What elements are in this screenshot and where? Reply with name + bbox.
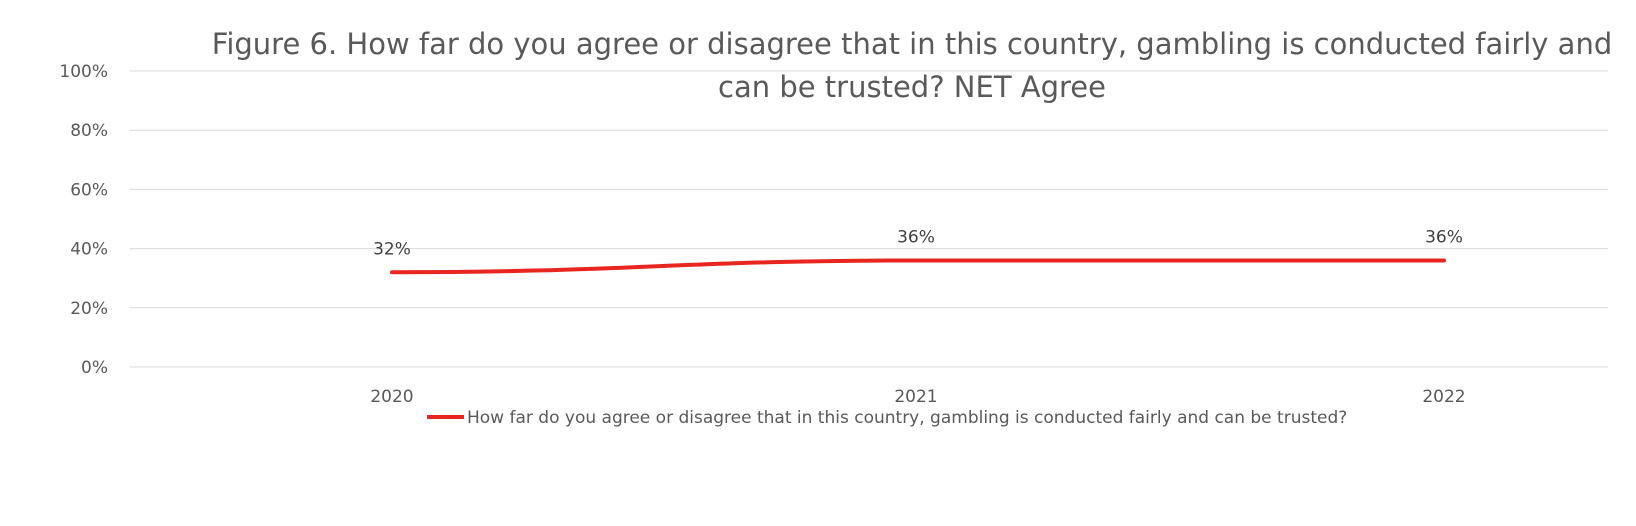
gridlines (130, 70, 1608, 368)
y-tick-label: 100% (59, 62, 108, 82)
data-label: 36% (897, 227, 935, 247)
x-axis: 2020 2021 2022 (370, 387, 1465, 407)
x-tick-label: 2022 (1422, 387, 1465, 407)
x-tick-label: 2020 (370, 387, 413, 407)
y-tick-label: 80% (70, 121, 108, 141)
legend: How far do you agree or disagree that in… (427, 408, 1347, 428)
series (390, 258, 1446, 275)
y-axis: 0% 20% 40% 60% 80% 100% (59, 62, 108, 378)
data-label: 32% (373, 239, 411, 259)
data-label: 36% (1425, 227, 1463, 247)
chart-title: Figure 6. How far do you agree or disagr… (212, 27, 1613, 104)
x-tick-label: 2021 (894, 387, 937, 407)
chart-title-line-1: Figure 6. How far do you agree or disagr… (212, 27, 1613, 61)
legend-label: How far do you agree or disagree that in… (467, 408, 1347, 428)
y-tick-label: 0% (81, 358, 108, 378)
y-tick-label: 40% (70, 240, 108, 260)
series-line (390, 258, 1446, 275)
data-labels: 32% 36% 36% (373, 227, 1463, 259)
y-tick-label: 60% (70, 180, 108, 200)
chart-title-line-2: can be trusted? NET Agree (718, 70, 1106, 104)
y-tick-label: 20% (70, 299, 108, 319)
